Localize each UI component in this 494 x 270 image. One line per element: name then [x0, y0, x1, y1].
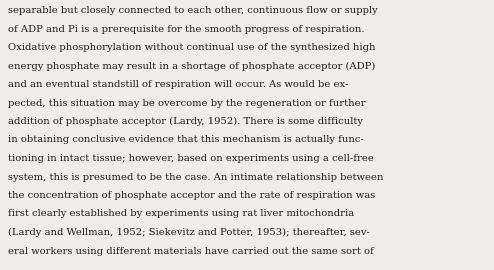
Text: pected, this situation may be overcome by the regeneration or further: pected, this situation may be overcome b… — [8, 99, 366, 107]
Text: and an eventual standstill of respiration will occur. As would be ex-: and an eventual standstill of respiratio… — [8, 80, 348, 89]
Text: addition of phosphate acceptor (Lardy, 1952). There is some difficulty: addition of phosphate acceptor (Lardy, 1… — [8, 117, 363, 126]
Text: of ADP and Pi is a prerequisite for the smooth progress of respiration.: of ADP and Pi is a prerequisite for the … — [8, 25, 365, 33]
Text: (Lardy and Wellman, 1952; Siekevitz and Potter, 1953); thereafter, sev-: (Lardy and Wellman, 1952; Siekevitz and … — [8, 228, 370, 237]
Text: system, this is presumed to be the case. An intimate relationship between: system, this is presumed to be the case.… — [8, 173, 383, 181]
Text: Oxidative phosphorylation without continual use of the synthesized high: Oxidative phosphorylation without contin… — [8, 43, 375, 52]
Text: separable but closely connected to each other, continuous flow or supply: separable but closely connected to each … — [8, 6, 378, 15]
Text: eral workers using different materials have carried out the same sort of: eral workers using different materials h… — [8, 247, 374, 255]
Text: in obtaining conclusive evidence that this mechanism is actually func-: in obtaining conclusive evidence that th… — [8, 136, 364, 144]
Text: the concentration of phosphate acceptor and the rate of respiration was: the concentration of phosphate acceptor … — [8, 191, 375, 200]
Text: first clearly established by experiments using rat liver mitochondria: first clearly established by experiments… — [8, 210, 354, 218]
Text: tioning in intact tissue; however, based on experiments using a cell-free: tioning in intact tissue; however, based… — [8, 154, 374, 163]
Text: energy phosphate may result in a shortage of phosphate acceptor (ADP): energy phosphate may result in a shortag… — [8, 62, 375, 71]
